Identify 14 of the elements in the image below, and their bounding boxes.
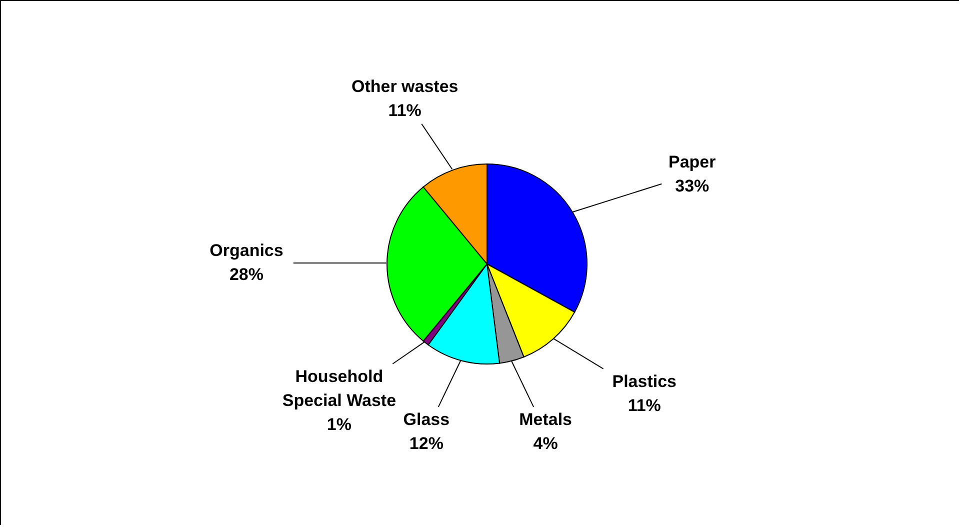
slice-label: Other wastes xyxy=(351,77,458,96)
data-label: 1% xyxy=(326,414,352,434)
slice-label: Glass xyxy=(403,410,450,429)
data-label: 12% xyxy=(409,434,444,453)
slice-label: Organics xyxy=(210,241,284,260)
slice-label: Plastics xyxy=(612,372,677,391)
data-label: 4% xyxy=(533,434,558,453)
slice-label: Metals xyxy=(519,410,572,429)
data-label: 33% xyxy=(675,176,710,196)
data-label: 11% xyxy=(388,101,422,120)
slice-label: Paper xyxy=(668,152,716,172)
data-label: 28% xyxy=(229,265,264,284)
data-label: 11% xyxy=(628,396,661,415)
slice-label: Household Special Waste xyxy=(282,366,396,410)
